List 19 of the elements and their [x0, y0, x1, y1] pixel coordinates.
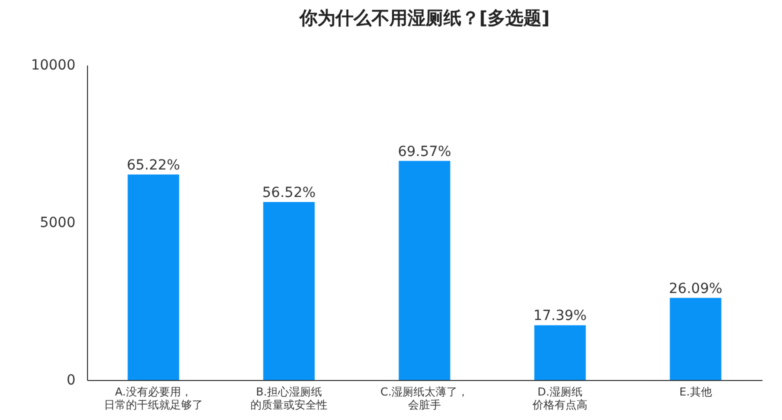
annotation: 26.09% — [668, 280, 722, 297]
bar — [128, 174, 180, 380]
x-tick-label: D.湿厕纸价格有点高 — [532, 386, 588, 412]
x-tick-label: C.湿厕纸太薄了，会脏手 — [380, 386, 469, 412]
x-tick-label: E.其他 — [679, 386, 712, 398]
bar — [534, 325, 586, 380]
x-tick-label: A.没有必要用，日常的干纸就足够了 — [104, 386, 203, 412]
y-tick-label: 5000 — [40, 215, 76, 231]
annotation: 69.57% — [398, 144, 452, 160]
bar — [670, 298, 722, 380]
y-tick-label: 10000 — [30, 58, 76, 74]
annotation: 17.39% — [533, 308, 587, 324]
annotation: 56.52% — [262, 184, 316, 201]
x-tick-label: B.担心湿厕纸的质量或安全性 — [250, 386, 328, 412]
y-tick-label: 0 — [66, 372, 76, 388]
bar — [263, 202, 315, 380]
annotation: 65.22% — [126, 158, 180, 174]
bar — [398, 160, 450, 380]
chart-title: 你为什么不用湿厕纸？[多选题] — [298, 8, 550, 29]
